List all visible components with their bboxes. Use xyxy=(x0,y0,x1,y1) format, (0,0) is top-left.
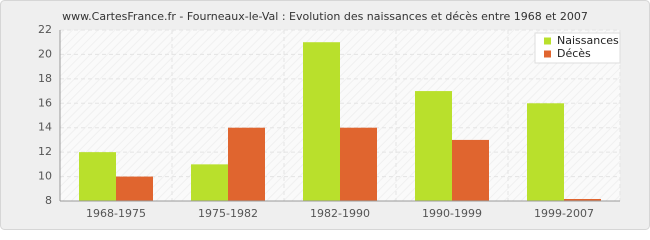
legend-label: Naissances xyxy=(557,34,619,47)
bar xyxy=(116,176,153,201)
bar xyxy=(228,127,265,201)
y-tick-label: 22 xyxy=(38,23,52,36)
x-tick-label: 1990-1999 xyxy=(422,207,482,220)
legend-label: Décès xyxy=(557,47,591,60)
bar xyxy=(415,91,452,201)
bar xyxy=(303,42,340,201)
bar xyxy=(191,164,228,201)
y-tick-label: 10 xyxy=(38,170,52,183)
bar xyxy=(527,103,564,201)
x-tick-label: 1982-1990 xyxy=(310,207,370,220)
bar xyxy=(340,127,377,201)
y-tick-label: 8 xyxy=(45,194,52,207)
chart-title: www.CartesFrance.fr - Fourneaux-le-Val :… xyxy=(62,10,588,23)
bar xyxy=(452,139,489,201)
bar xyxy=(79,152,116,201)
y-tick-label: 12 xyxy=(38,145,52,158)
y-tick-label: 14 xyxy=(38,121,52,134)
chart: www.CartesFrance.fr - Fourneaux-le-Val :… xyxy=(0,0,650,230)
y-tick-label: 20 xyxy=(38,47,52,60)
x-tick-label: 1968-1975 xyxy=(86,207,146,220)
bar xyxy=(564,199,601,201)
legend-marker xyxy=(544,37,551,45)
y-tick-label: 16 xyxy=(38,96,52,109)
legend-marker xyxy=(544,50,551,58)
x-tick-label: 1975-1982 xyxy=(198,207,258,220)
x-tick-label: 1999-2007 xyxy=(534,207,594,220)
y-tick-label: 18 xyxy=(38,72,52,85)
